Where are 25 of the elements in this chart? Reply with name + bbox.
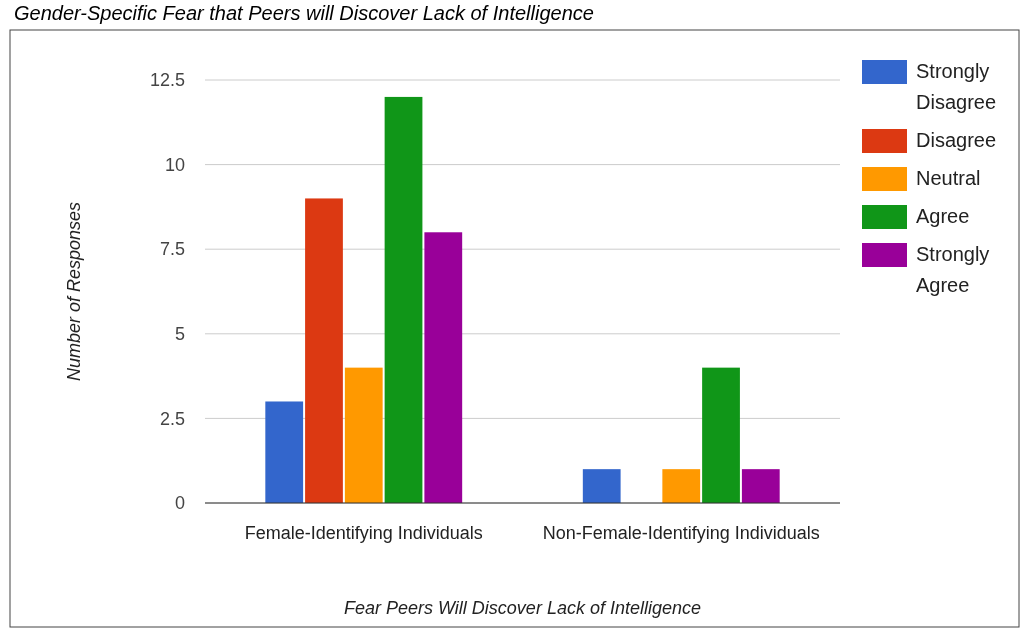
legend-label: Strongly Disagree: [916, 60, 997, 113]
y-tick-label: 7.5: [159, 239, 185, 260]
legend-label: Disagree: [916, 129, 997, 151]
y-tick-label: 12.5: [149, 70, 185, 91]
y-tick-label: 10: [164, 154, 185, 175]
chart-title: Gender-Specific Fear that Peers will Discover Lack of Intelligence: [14, 2, 594, 24]
legend-label: Strongly Agree: [916, 243, 990, 296]
y-tick-label: 2.5: [159, 408, 185, 429]
bar: [424, 232, 463, 503]
x-axis-title: Fear Peers Will Discover Lack of Intelligence: [344, 598, 701, 618]
x-tick-label: Non-Female-Identifying Individuals: [542, 523, 820, 543]
y-tick-label: 0: [174, 493, 185, 514]
bar: [344, 367, 383, 503]
y-tick-label: 5: [174, 324, 185, 345]
bar: [384, 96, 423, 503]
bar: [582, 469, 621, 503]
legend-label: Neutral: [916, 167, 981, 189]
y-axis-title: Number of Responses: [64, 201, 84, 382]
bar: [741, 469, 780, 503]
bar: [662, 469, 701, 503]
bar: [265, 401, 304, 503]
x-tick-label: Female-Identifying Individuals: [244, 523, 483, 543]
bar: [702, 367, 740, 503]
bar: [305, 198, 343, 503]
legend-label: Agree: [916, 205, 970, 227]
